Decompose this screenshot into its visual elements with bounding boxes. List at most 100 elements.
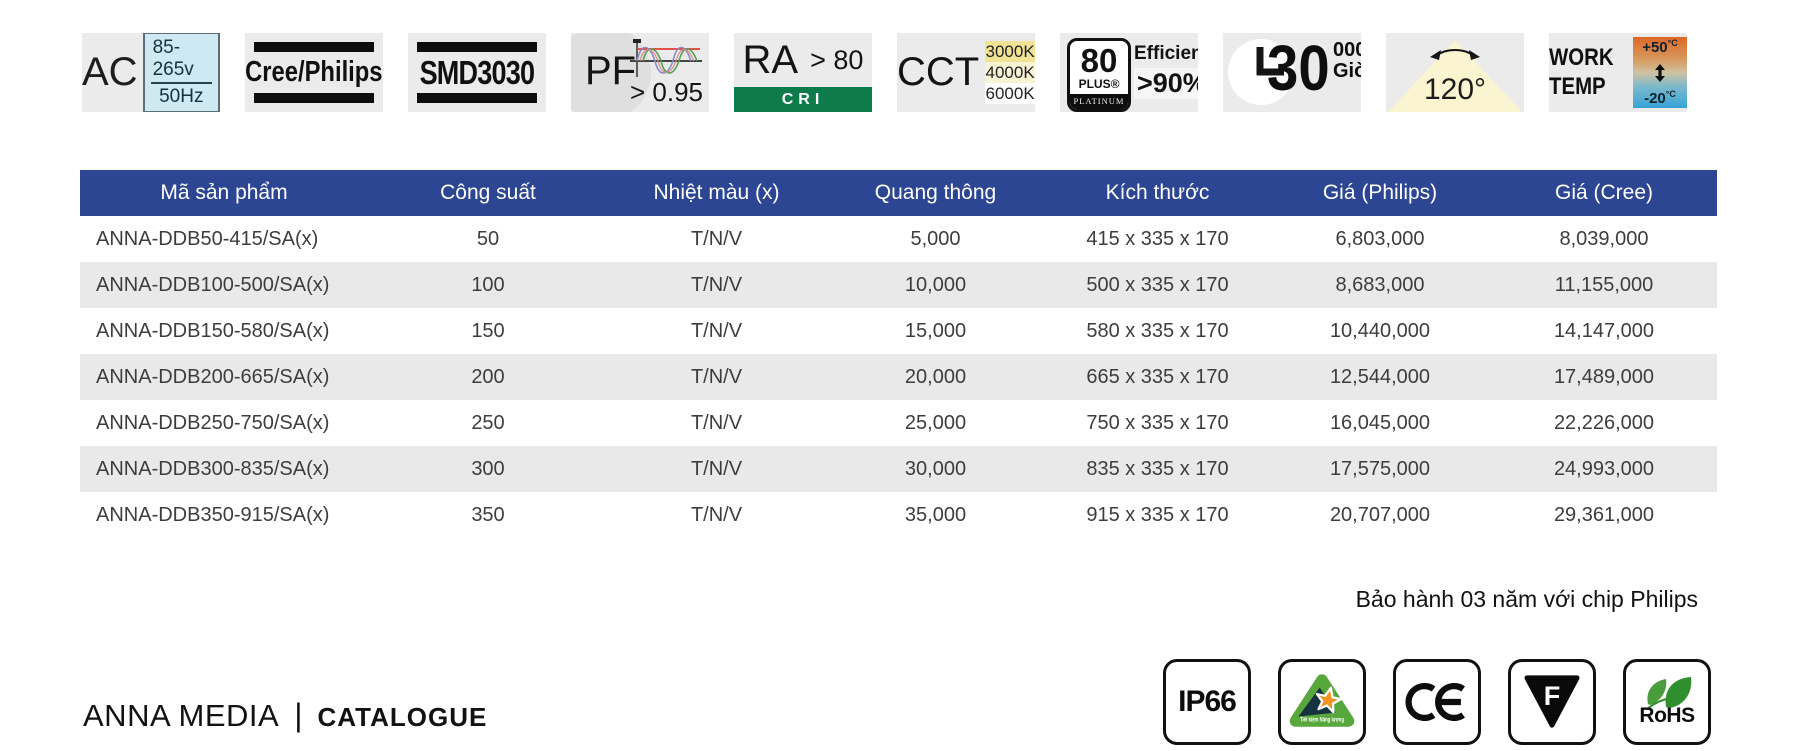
cell-dimensions: 580 x 335 x 170 <box>1086 319 1229 342</box>
cell-power: 200 <box>471 365 505 388</box>
cell-power: 350 <box>471 503 505 526</box>
led-type-label: SMD3030 <box>419 53 535 91</box>
cell-product-code: ANNA-DDB200-665/SA(x) <box>96 365 330 388</box>
cell-luminous-flux: 10,000 <box>904 273 967 296</box>
cell-color-temp: T/N/V <box>690 227 743 250</box>
cct-swatch-3000k: 3000K <box>985 41 1035 62</box>
cell-product-code: ANNA-DDB50-415/SA(x) <box>96 227 319 250</box>
table-row: ANNA-DDB50-415/SA(x) 50 T/N/V 5,000 415 … <box>80 216 1717 262</box>
cell-price-philips: 16,045,000 <box>1329 411 1431 434</box>
cct-label: CCT <box>897 50 980 94</box>
cell-dimensions: 750 x 335 x 170 <box>1086 411 1229 434</box>
column-header: Mã sản phẩm <box>160 181 288 204</box>
ip-rating-label: IP66 <box>1178 685 1237 718</box>
cct-swatch-4000k: 4000K <box>985 62 1035 83</box>
ra-row: RA > 80 <box>743 33 864 87</box>
efficiency-value: >90% <box>1134 68 1198 99</box>
spec-badge-beam-angle: 120° <box>1386 33 1524 112</box>
product-table: Mã sản phẩm Công suất Nhiệt màu (x) Quang t… <box>80 170 1717 538</box>
table-row: ANNA-DDB150-580/SA(x) 150 T/N/V 15,000 5… <box>80 308 1717 354</box>
spec-badge-efficiency: 80 PLUS® PLATINUM Efficiency >90% <box>1060 33 1198 112</box>
cell-color-temp: T/N/V <box>690 365 743 388</box>
voltage-range: 85-265v <box>150 37 212 85</box>
spec-badges-strip: AC 85-265v 50Hz Cree/Philips SMD3030 PF <box>82 33 1687 112</box>
cert-badge-energy-saving: Tiết kiệm Năng lượng <box>1278 659 1366 745</box>
table-header-row: Mã sản phẩm Công suất Nhiệt màu (x) Quang t… <box>80 170 1717 216</box>
sine-wave-icon <box>630 39 702 77</box>
cell-price-cree: 22,226,000 <box>1553 411 1655 434</box>
cell-color-temp: T/N/V <box>690 273 743 296</box>
cert-badge-f-mark: F <box>1508 659 1596 745</box>
80plus-number: 80 <box>1080 42 1118 79</box>
cell-color-temp: T/N/V <box>690 503 743 526</box>
ra-label: RA <box>742 37 799 82</box>
column-header: Giá (Philips) <box>1322 181 1438 204</box>
work-temp-label: WORK TEMP <box>1549 44 1625 102</box>
spec-badge-work-temp: WORK TEMP +50°C -20°C <box>1549 33 1687 112</box>
table-row: ANNA-DDB250-750/SA(x) 250 T/N/V 25,000 7… <box>80 400 1717 446</box>
cert-badge-ip66: IP66 <box>1163 659 1251 745</box>
column-header: Công suất <box>440 181 536 204</box>
80plus-plus: PLUS® <box>1078 77 1120 91</box>
table-row: ANNA-DDB100-500/SA(x) 100 T/N/V 10,000 5… <box>80 262 1717 308</box>
footer-brand-line: ANNA MEDIA | CATALOGUE <box>83 697 487 734</box>
cert-badges-strip: IP66 Tiết kiệm Năng lượng F <box>1163 659 1711 745</box>
cell-dimensions: 835 x 335 x 170 <box>1086 457 1229 480</box>
cell-price-philips: 17,575,000 <box>1329 457 1431 480</box>
cert-badge-ce <box>1393 659 1481 745</box>
cell-power: 100 <box>471 273 505 296</box>
cell-price-cree: 17,489,000 <box>1553 365 1655 388</box>
cell-dimensions: 915 x 335 x 170 <box>1086 503 1229 526</box>
temp-min: -20°C <box>1644 90 1676 107</box>
spec-badge-ac-input: AC 85-265v 50Hz <box>82 33 220 112</box>
cell-product-code: ANNA-DDB100-500/SA(x) <box>96 273 330 296</box>
cri-band: CRI <box>734 87 872 112</box>
beam-angle-value: 120° <box>1423 73 1487 106</box>
temp-range-arrow-icon <box>1654 63 1665 82</box>
lifetime-hours: 30 <box>1267 33 1330 104</box>
top-bar <box>417 42 537 52</box>
efficiency-label: Efficiency <box>1134 43 1198 64</box>
lifetime-unit: Giờ <box>1333 60 1361 82</box>
cell-luminous-flux: 35,000 <box>904 503 967 526</box>
bottom-bar <box>254 93 374 103</box>
temp-max: +50°C <box>1642 39 1678 56</box>
cell-luminous-flux: 5,000 <box>910 227 961 250</box>
cell-price-philips: 12,544,000 <box>1329 365 1431 388</box>
lifetime-suffix: 000 Giờ <box>1333 40 1361 82</box>
cell-product-code: ANNA-DDB150-580/SA(x) <box>96 319 330 342</box>
efficiency-text: Efficiency >90% <box>1134 43 1198 99</box>
f-mark-letter: F <box>1544 681 1561 711</box>
cell-price-philips: 8,683,000 <box>1335 273 1425 296</box>
lifetime-zeros: 000 <box>1333 39 1361 61</box>
spec-badge-chip-brand: Cree/Philips <box>245 33 383 112</box>
cell-price-cree: 8,039,000 <box>1559 227 1649 250</box>
cell-price-philips: 6,803,000 <box>1335 227 1425 250</box>
rohs-label: RoHS <box>1639 704 1695 727</box>
80plus-tier: PLATINUM <box>1070 94 1128 109</box>
clock-hands-icon <box>1256 47 1284 76</box>
spec-badge-cri: RA > 80 CRI <box>734 33 872 112</box>
table-row: ANNA-DDB300-835/SA(x) 300 T/N/V 30,000 8… <box>80 446 1717 492</box>
cell-dimensions: 500 x 335 x 170 <box>1086 273 1229 296</box>
chip-brand-label: Cree/Philips <box>245 56 383 88</box>
ra-value: > 80 <box>810 44 864 75</box>
cct-swatch-6000k: 6000K <box>985 83 1035 104</box>
ac-label: AC <box>82 50 138 94</box>
cell-price-philips: 10,440,000 <box>1329 319 1431 342</box>
column-header: Nhiệt màu (x) <box>653 181 780 204</box>
voltage-box: 85-265v 50Hz <box>142 33 220 112</box>
cell-dimensions: 415 x 335 x 170 <box>1086 227 1229 250</box>
column-header: Quang thông <box>874 181 997 204</box>
separator: | <box>294 697 303 733</box>
warranty-note: Bảo hành 03 năm với chip Philips <box>1355 586 1698 612</box>
table-row: ANNA-DDB200-665/SA(x) 200 T/N/V 20,000 6… <box>80 354 1717 400</box>
cell-price-cree: 24,993,000 <box>1553 457 1655 480</box>
cell-color-temp: T/N/V <box>690 411 743 434</box>
cell-power: 50 <box>476 227 500 250</box>
cell-color-temp: T/N/V <box>690 319 743 342</box>
80plus-platinum-logo: 80 PLUS® PLATINUM <box>1067 38 1131 112</box>
bottom-bar <box>417 93 537 103</box>
cell-power: 300 <box>471 457 505 480</box>
